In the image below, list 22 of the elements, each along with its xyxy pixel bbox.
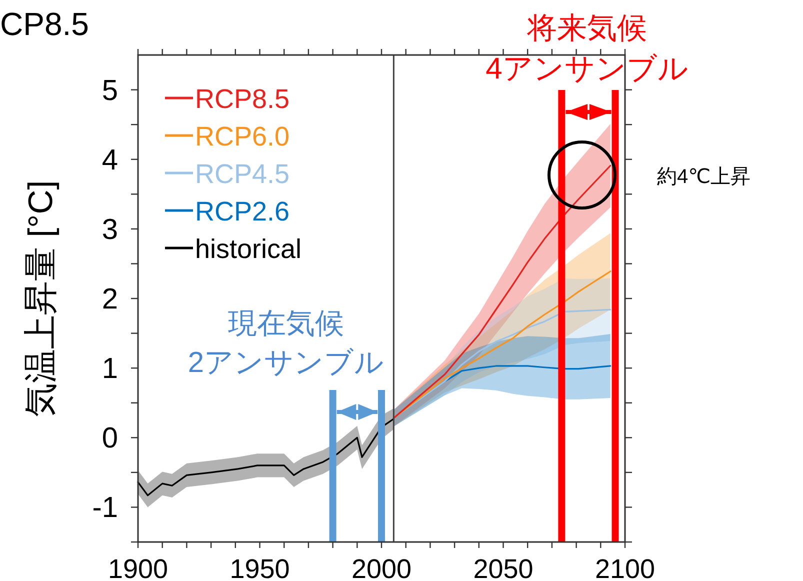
x-tick-label: 2100 — [594, 554, 656, 581]
annotation: 現在気候 2アンサンブル — [188, 308, 384, 380]
legend-label: RCP8.5 — [195, 84, 290, 114]
y-tick-label: 4 — [102, 144, 118, 176]
x-tick-label: 2050 — [473, 554, 534, 581]
y-axis-title: 気温上昇量 [°C] — [22, 180, 60, 417]
x-tick-label: 2000 — [351, 554, 412, 581]
y-tick-label: 3 — [102, 214, 118, 246]
text: 約4℃上昇 — [657, 166, 751, 188]
y-tick-label: 2 — [102, 284, 118, 316]
y-tick-label: 0 — [102, 422, 118, 455]
x-tick-label: 1900 — [108, 554, 168, 581]
legend-label: historical — [195, 234, 302, 264]
annotation: 将来気候 4アンサンブル — [486, 12, 688, 86]
x-tick-label: 1950 — [230, 554, 290, 581]
y-tick-label: 5 — [102, 74, 118, 107]
y-tick-label: 1 — [102, 353, 118, 386]
y-tick-label: -1 — [92, 492, 118, 524]
legend-label: RCP6.0 — [195, 122, 290, 152]
legend-label: RCP4.5 — [195, 159, 290, 189]
chart-title: CP8.5 — [0, 6, 89, 42]
legend-label: RCP2.6 — [195, 196, 290, 226]
